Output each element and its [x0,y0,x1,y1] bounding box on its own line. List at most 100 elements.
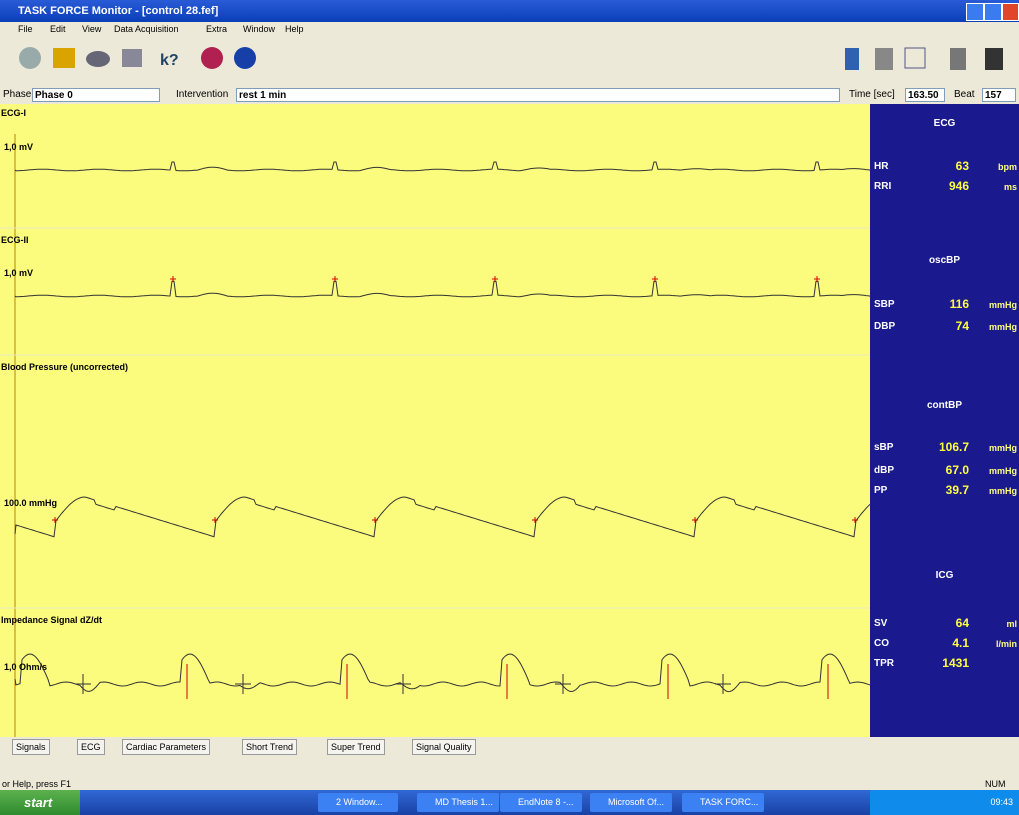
tab[interactable]: Super Trend [327,739,385,755]
impedance-wave [15,654,870,692]
panel-title: contBP [870,400,1019,411]
r-marker [170,276,176,282]
icon[interactable] [122,49,142,67]
channel-scale: 1,0 mV [4,142,33,152]
r-marker [652,276,658,282]
param-unit: l/min [996,639,1017,649]
param-value: 39.7 [946,483,969,497]
tab[interactable]: Short Trend [242,739,297,755]
param-unit: mmHg [989,466,1017,476]
taskbar-item[interactable]: TASK FORC... [682,793,764,812]
parameter-panel: ECGHR63bpmRRI946msoscBPSBP116mmHgDBP74mm… [870,104,1019,737]
icon[interactable] [875,48,893,70]
icon[interactable] [86,51,110,67]
param-label: CO [874,638,889,649]
bp-marker [212,517,218,523]
beat-label: Beat [954,86,975,104]
menu-item[interactable]: Edit [50,22,66,36]
toolbar-icons: k? [0,36,1019,86]
param-unit: mmHg [989,300,1017,310]
start-button[interactable]: start [0,790,80,815]
intervention-select[interactable]: rest 1 min [236,88,840,102]
taskbar-item[interactable]: Microsoft Of... [590,793,672,812]
icon[interactable] [845,48,859,70]
icon[interactable] [234,47,256,69]
menu-item[interactable]: File [18,22,33,36]
icg-marker [235,674,251,694]
close-button[interactable] [1002,3,1019,21]
tab-bar: Signals ECG Cardiac Parameters Short Trend S… [0,737,1019,755]
taskbar-item[interactable]: 2 Window... [318,793,398,812]
time-label: Time [sec] [849,86,895,104]
param-value: 106.7 [939,440,969,454]
time-field[interactable]: 163.50 [905,88,945,102]
menu-item[interactable]: View [82,22,101,36]
panel-title: oscBP [870,255,1019,266]
param-label: TPR [874,658,894,669]
phase-select[interactable]: Phase 0 [32,88,160,102]
param-unit: mmHg [989,443,1017,453]
menu-item[interactable]: Window [243,22,275,36]
minimize-button[interactable] [966,3,984,21]
param-label: DBP [874,321,895,332]
bp-marker [52,517,58,523]
tab[interactable]: ECG [77,739,105,755]
icon[interactable] [53,48,75,68]
icon[interactable] [985,48,1003,70]
waveforms [0,104,870,737]
taskbar: start 09:43 2 Window... MD Thesis 1...End… [0,790,1019,815]
param-value: 116 [950,297,969,311]
param-value: 67.0 [946,463,969,477]
channel-scale: 1,0 Ohm/s [4,662,47,672]
num-indicator: NUM [985,779,1006,789]
channel-scale: 100.0 mmHg [4,498,57,508]
param-value: 74 [956,319,969,333]
icon[interactable]: k? [160,52,179,69]
channel-name: Blood Pressure (uncorrected) [1,362,128,372]
tab[interactable]: Cardiac Parameters [122,739,210,755]
icg-marker [715,674,731,694]
menu-bar: File Edit View Data Acquisition Extra Window H… [0,22,1019,36]
bp-marker [692,517,698,523]
param-label: dBP [874,465,894,476]
taskbar-item[interactable]: MD Thesis 1... [417,793,499,812]
tab[interactable]: Signals [12,739,50,755]
menu-item[interactable]: Help [285,22,304,36]
toolbar: k? [0,36,1019,87]
menu-item[interactable]: Data Acquisition [114,22,179,36]
param-label: RRI [874,181,891,192]
phase-label: Phase [3,86,31,104]
channel-scale: 1,0 mV [4,268,33,278]
control-row: Phase Phase 0 Intervention rest 1 min Ti… [0,86,1019,104]
param-unit: ml [1006,619,1017,629]
icon[interactable] [19,47,41,69]
beat-field[interactable]: 157 [982,88,1016,102]
param-value: 63 [956,159,969,173]
system-tray: 09:43 [870,790,1019,815]
param-value: 946 [949,179,969,193]
icon[interactable] [201,47,223,69]
param-unit: ms [1004,182,1017,192]
icon[interactable] [905,48,925,68]
blood-pressure-wave [15,497,870,537]
panel-title: ECG [870,118,1019,129]
param-label: PP [874,485,887,496]
ecg-i-wave [15,162,870,171]
taskbar-item[interactable]: EndNote 8 -... [500,793,582,812]
bp-marker [852,517,858,523]
r-marker [332,276,338,282]
window-title: TASK FORCE Monitor - [control 28.fef] [18,0,218,22]
channel-name: Impedance Signal dZ/dt [1,615,102,625]
status-bar: or Help, press F1 NUM [0,755,1019,790]
app-window: TASK FORCE Monitor - [control 28.fef] Fi… [0,0,1019,815]
param-value: 1431 [942,656,969,670]
panel-title: ICG [870,570,1019,581]
icon[interactable] [950,48,966,70]
ecg-ii-wave [15,281,870,297]
tab[interactable]: Signal Quality [412,739,476,755]
maximize-button[interactable] [984,3,1002,21]
menu-item[interactable]: Extra [206,22,227,36]
r-marker [492,276,498,282]
param-unit: bpm [998,162,1017,172]
